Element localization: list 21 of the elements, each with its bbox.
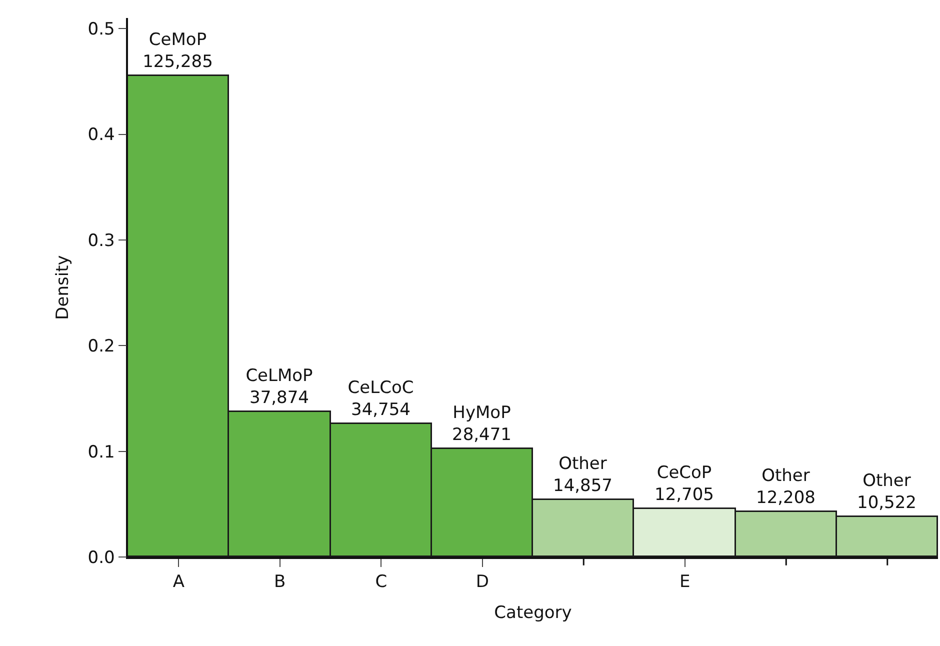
x-tick-label: A — [172, 572, 185, 592]
y-tick-label: 0.0 — [88, 548, 115, 568]
data-label: CeLCoC 34,754 — [348, 378, 414, 420]
y-tick-label: 0.5 — [88, 20, 115, 40]
data-label: CeLMoP 37,874 — [246, 366, 313, 408]
x-axis-title: Category — [494, 603, 572, 624]
data-label: Other 10,522 — [857, 471, 916, 514]
x-tick-label: D — [476, 572, 489, 592]
y-tick-label: 0.4 — [88, 125, 115, 146]
x-tick-label: C — [375, 572, 388, 592]
data-label: CeMoP 125,285 — [142, 30, 213, 72]
x-tick-label: E — [680, 572, 690, 592]
data-label: HyMoP 28,471 — [452, 403, 512, 446]
y-tick-label: 0.2 — [88, 336, 115, 357]
data-label: CeCoP 12,705 — [654, 463, 714, 506]
x-tick-label: B — [274, 572, 286, 592]
data-label: Other 12,208 — [756, 466, 816, 508]
y-tick-label: 0.1 — [88, 442, 115, 462]
data-label: Other 14,857 — [553, 454, 612, 496]
y-axis-title: Density — [52, 255, 73, 320]
y-tick-label: 0.3 — [88, 230, 115, 251]
